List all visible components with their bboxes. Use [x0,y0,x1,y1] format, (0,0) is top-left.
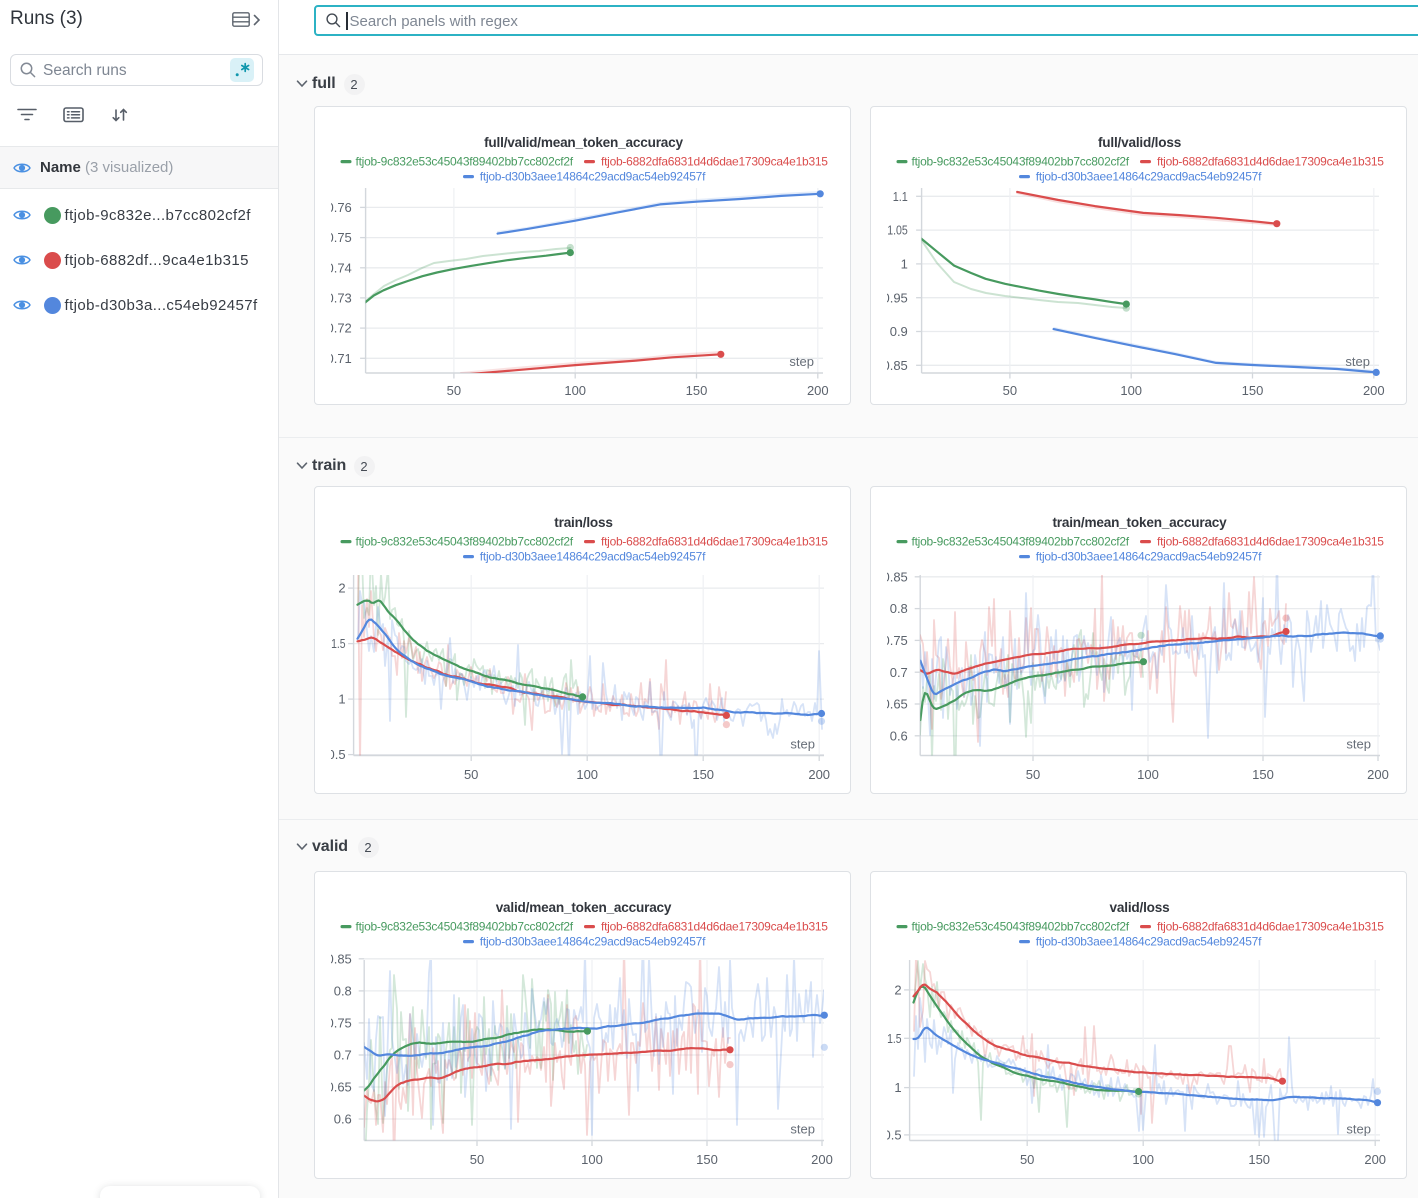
svg-text:ftjob-6882dfa6831d4d6dae17309c: ftjob-6882dfa6831d4d6dae17309ca4e1b315 [601,535,828,549]
svg-text:0.85: 0.85 [326,951,351,966]
svg-text:200: 200 [1363,383,1385,398]
svg-text:150: 150 [692,767,714,782]
svg-text:ftjob-9c832e53c45043f89402bb7c: ftjob-9c832e53c45043f89402bb7cc802cf2f [912,920,1130,934]
svg-text:1.1: 1.1 [893,189,908,204]
svg-text:100: 100 [581,1152,603,1167]
svg-text:ftjob-9c832e53c45043f89402bb7c: ftjob-9c832e53c45043f89402bb7cc802cf2f [356,155,574,169]
svg-text:train/mean_token_accuracy: train/mean_token_accuracy [1052,515,1227,530]
svg-text:1.5: 1.5 [331,636,346,651]
svg-text:50: 50 [464,767,478,782]
svg-text:150: 150 [1248,1152,1270,1167]
svg-text:0.6: 0.6 [890,728,908,743]
svg-text:100: 100 [1120,383,1142,398]
svg-text:50: 50 [1026,767,1040,782]
svg-text:100: 100 [564,383,586,398]
svg-text:200: 200 [808,767,830,782]
svg-text:0.8: 0.8 [890,601,908,616]
svg-text:valid/mean_token_accuracy: valid/mean_token_accuracy [496,900,672,915]
svg-text:train/loss: train/loss [554,515,612,530]
svg-text:step: step [1346,1122,1371,1137]
svg-text:ftjob-d30b3aee14864c29acd9ac54: ftjob-d30b3aee14864c29acd9ac54eb92457f [480,170,706,184]
svg-text:step: step [789,354,814,369]
svg-text:200: 200 [807,383,829,398]
svg-text:1.5: 1.5 [887,1031,902,1046]
svg-text:200: 200 [811,1152,833,1167]
svg-text:0.95: 0.95 [882,290,907,305]
svg-text:150: 150 [696,1152,718,1167]
svg-text:0.85: 0.85 [882,569,907,584]
svg-text:0.65: 0.65 [326,1080,351,1095]
svg-text:1: 1 [894,1080,901,1095]
svg-text:0.8: 0.8 [334,984,352,999]
svg-text:150: 150 [1242,383,1264,398]
svg-text:0.65: 0.65 [882,697,907,712]
svg-text:150: 150 [686,383,708,398]
svg-text:1: 1 [338,692,345,707]
svg-text:0.74: 0.74 [326,260,351,275]
svg-text:150: 150 [1252,767,1274,782]
svg-text:ftjob-d30b3aee14864c29acd9ac54: ftjob-d30b3aee14864c29acd9ac54eb92457f [480,935,706,949]
svg-text:ftjob-9c832e53c45043f89402bb7c: ftjob-9c832e53c45043f89402bb7cc802cf2f [356,920,574,934]
svg-text:100: 100 [1132,1152,1154,1167]
svg-text:0.71: 0.71 [326,351,351,366]
svg-text:1.05: 1.05 [887,223,908,238]
svg-text:ftjob-9c832e53c45043f89402bb7c: ftjob-9c832e53c45043f89402bb7cc802cf2f [356,535,574,549]
svg-text:ftjob-d30b3aee14864c29acd9ac54: ftjob-d30b3aee14864c29acd9ac54eb92457f [480,550,706,564]
svg-text:0.7: 0.7 [890,665,908,680]
svg-text:100: 100 [576,767,598,782]
svg-text:ftjob-6882dfa6831d4d6dae17309c: ftjob-6882dfa6831d4d6dae17309ca4e1b315 [601,155,828,169]
svg-text:50: 50 [470,1152,484,1167]
svg-text:0.75: 0.75 [326,230,351,245]
svg-text:ftjob-d30b3aee14864c29acd9ac54: ftjob-d30b3aee14864c29acd9ac54eb92457f [1036,170,1262,184]
svg-text:100: 100 [1137,767,1159,782]
svg-text:full/valid/mean_token_accuracy: full/valid/mean_token_accuracy [484,135,683,150]
svg-text:step: step [790,737,815,752]
svg-text:0.85: 0.85 [882,358,907,373]
svg-text:200: 200 [1364,1152,1386,1167]
svg-text:step: step [1346,737,1371,752]
svg-text:2: 2 [338,581,345,596]
svg-text:2: 2 [894,983,901,998]
svg-text:50: 50 [1020,1152,1034,1167]
svg-text:50: 50 [1003,383,1017,398]
svg-text:ftjob-9c832e53c45043f89402bb7c: ftjob-9c832e53c45043f89402bb7cc802cf2f [912,535,1130,549]
svg-text:ftjob-9c832e53c45043f89402bb7c: ftjob-9c832e53c45043f89402bb7cc802cf2f [912,155,1130,169]
svg-text:valid/loss: valid/loss [1110,900,1170,915]
svg-text:0.7: 0.7 [334,1048,352,1063]
svg-text:ftjob-d30b3aee14864c29acd9ac54: ftjob-d30b3aee14864c29acd9ac54eb92457f [1036,935,1262,949]
svg-text:step: step [1345,354,1370,369]
svg-text:50: 50 [447,383,461,398]
svg-text:0.75: 0.75 [326,1016,351,1031]
svg-text:1: 1 [901,257,908,272]
svg-text:step: step [790,1122,815,1137]
svg-text:0.5: 0.5 [328,747,346,762]
svg-text:ftjob-6882dfa6831d4d6dae17309c: ftjob-6882dfa6831d4d6dae17309ca4e1b315 [1157,155,1384,169]
svg-text:full/valid/loss: full/valid/loss [1098,135,1181,150]
svg-text:0.9: 0.9 [890,324,908,339]
svg-text:ftjob-6882dfa6831d4d6dae17309c: ftjob-6882dfa6831d4d6dae17309ca4e1b315 [1157,920,1384,934]
svg-text:0.5: 0.5 [884,1128,902,1143]
svg-text:200: 200 [1367,767,1389,782]
svg-text:ftjob-6882dfa6831d4d6dae17309c: ftjob-6882dfa6831d4d6dae17309ca4e1b315 [1157,535,1384,549]
svg-text:0.72: 0.72 [326,321,351,336]
svg-text:0.76: 0.76 [326,200,351,215]
svg-text:ftjob-6882dfa6831d4d6dae17309c: ftjob-6882dfa6831d4d6dae17309ca4e1b315 [601,920,828,934]
svg-text:0.75: 0.75 [882,633,907,648]
svg-text:0.6: 0.6 [334,1112,352,1127]
svg-text:ftjob-d30b3aee14864c29acd9ac54: ftjob-d30b3aee14864c29acd9ac54eb92457f [1036,550,1262,564]
svg-text:0.73: 0.73 [326,291,351,306]
